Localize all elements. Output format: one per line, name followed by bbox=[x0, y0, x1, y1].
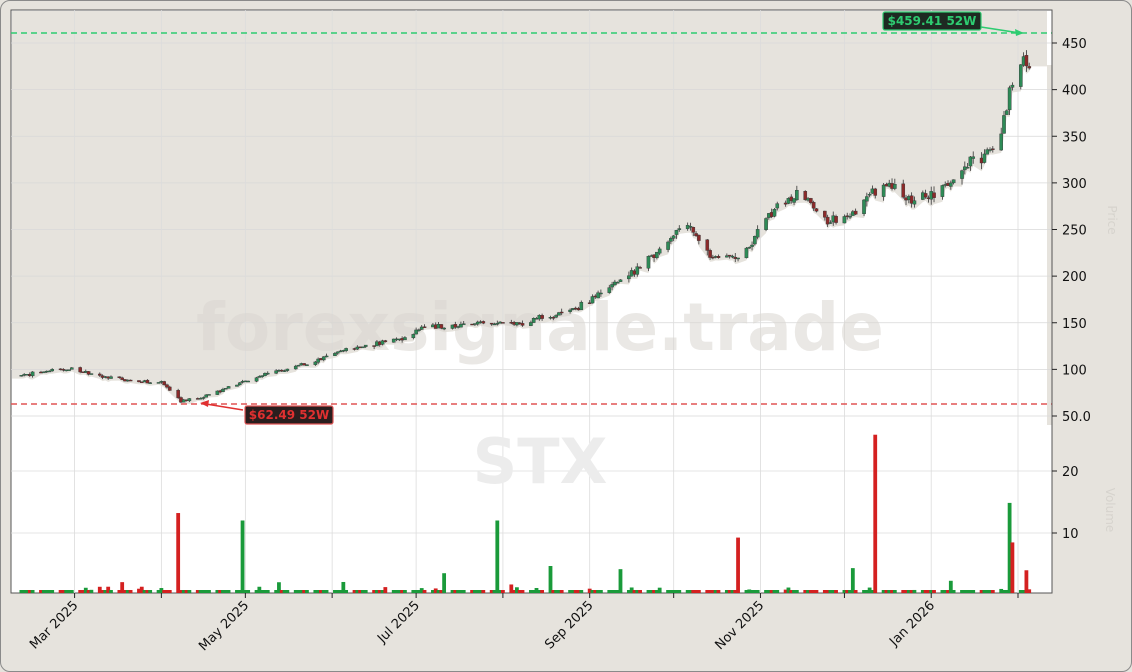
right-edge-shade bbox=[1047, 65, 1052, 425]
price-axis-label: Price bbox=[1105, 205, 1119, 234]
52w-high-annotation: $459.41 52W bbox=[882, 11, 1024, 36]
svg-text:May 2025: May 2025 bbox=[196, 598, 252, 654]
52w-low-annotation: $62.49 52W bbox=[200, 400, 334, 425]
svg-text:50.0: 50.0 bbox=[1062, 410, 1091, 425]
svg-text:$62.49 52W: $62.49 52W bbox=[249, 408, 329, 422]
svg-text:400: 400 bbox=[1062, 84, 1087, 99]
svg-text:Jan 2026: Jan 2026 bbox=[886, 598, 938, 650]
svg-text:450: 450 bbox=[1062, 37, 1087, 52]
price-axis: 50.0 100 150 200 250 300 350 400 450 bbox=[1051, 10, 1091, 593]
svg-text:20: 20 bbox=[1062, 465, 1079, 480]
svg-text:200: 200 bbox=[1062, 270, 1087, 285]
svg-text:150: 150 bbox=[1062, 317, 1087, 332]
arrow-icon bbox=[200, 400, 209, 407]
date-axis: Mar 2025 May 2025 Jul 2025 Sep 2025 Nov 2025… bbox=[27, 593, 1019, 654]
watermark-symbol: STX bbox=[473, 425, 608, 498]
svg-text:250: 250 bbox=[1062, 224, 1087, 239]
svg-text:350: 350 bbox=[1062, 130, 1087, 145]
volume-axis: 10 20 bbox=[1052, 465, 1079, 542]
svg-text:Sep 2025: Sep 2025 bbox=[542, 598, 596, 652]
arrow-icon bbox=[1015, 29, 1024, 36]
svg-text:300: 300 bbox=[1062, 177, 1087, 192]
svg-text:10: 10 bbox=[1062, 527, 1079, 542]
price-candles bbox=[19, 50, 1032, 404]
svg-text:Mar 2025: Mar 2025 bbox=[27, 598, 81, 652]
svg-text:Jul 2025: Jul 2025 bbox=[374, 598, 423, 647]
svg-text:100: 100 bbox=[1062, 363, 1087, 378]
volume-bars bbox=[19, 434, 1032, 593]
svg-text:$459.41 52W: $459.41 52W bbox=[888, 14, 977, 28]
watermark-site: forexsignale.trade bbox=[196, 289, 884, 366]
volume-axis-label: Volume bbox=[1103, 488, 1117, 533]
svg-text:Nov 2025: Nov 2025 bbox=[712, 598, 767, 653]
price-upper-shade bbox=[12, 11, 1047, 406]
